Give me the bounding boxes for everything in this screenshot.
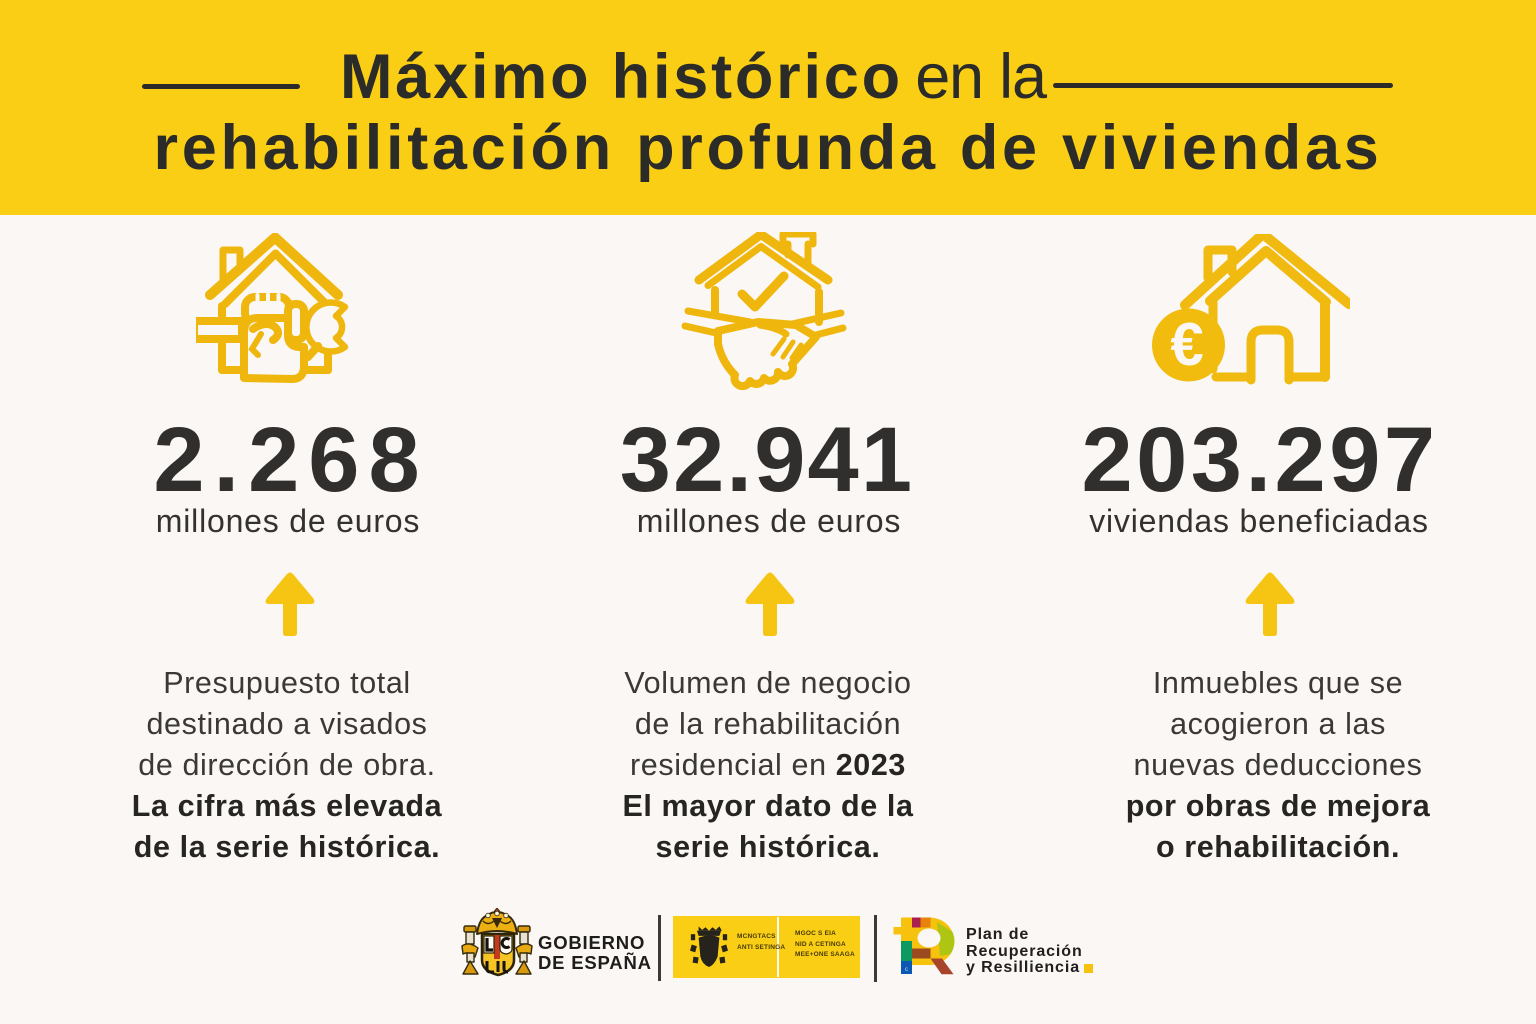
svg-text:€: € bbox=[1170, 311, 1203, 378]
svg-text:c: c bbox=[905, 967, 908, 973]
